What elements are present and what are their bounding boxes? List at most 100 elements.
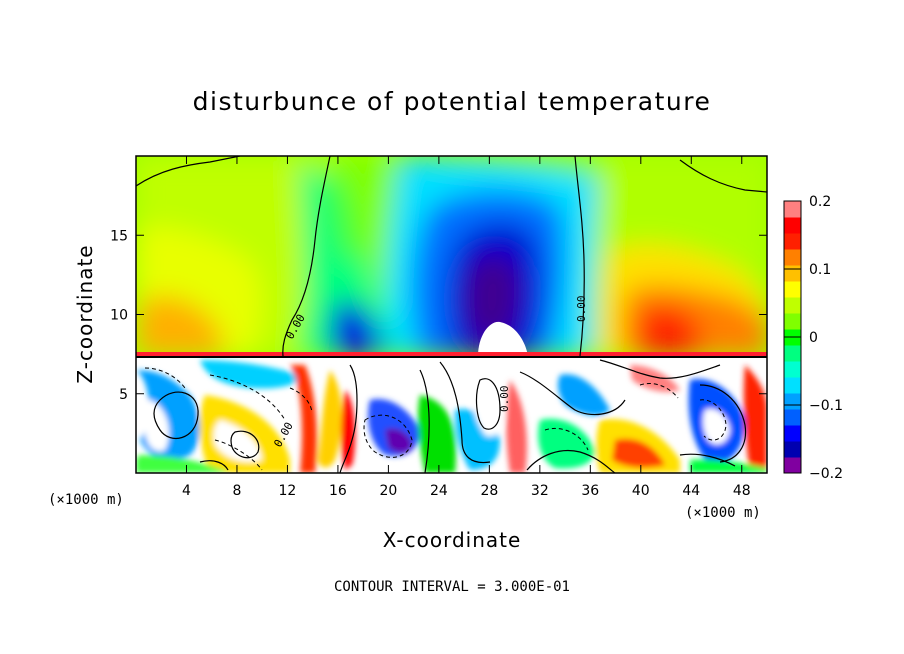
x-tick-label: 12	[279, 483, 297, 499]
colorbar-swatch	[784, 345, 801, 362]
interface-contour	[136, 356, 767, 358]
colorbar-swatch	[784, 377, 801, 394]
contour-line	[439, 361, 491, 464]
contour-line	[544, 427, 589, 451]
lower-green-bottom-left	[136, 455, 230, 473]
contour-line	[230, 430, 260, 459]
upper-green-band	[325, 170, 360, 260]
contour-line	[153, 391, 199, 439]
colorbar-swatch	[784, 297, 801, 314]
x-tick-label: 24	[430, 483, 448, 499]
y-axis-title: Z-coordinate	[73, 244, 97, 383]
x-tick-label: 36	[581, 483, 599, 499]
colorbar-swatch	[784, 313, 801, 330]
colorbar-swatch	[784, 233, 801, 250]
contour-line	[214, 439, 263, 471]
lower-red-right	[743, 365, 767, 473]
colorbar-tick-label: −0.1	[809, 398, 843, 414]
colorbar-swatch	[784, 393, 801, 410]
lower-pink-stripe	[506, 380, 527, 473]
y-tick-label: 15	[110, 228, 128, 244]
contour-line	[209, 374, 286, 421]
upper-purple	[465, 255, 520, 340]
colorbar-frame	[783, 200, 802, 474]
lower-green-2	[538, 418, 595, 469]
lower-yellow-stripe	[318, 370, 342, 468]
lower-red-stripe-1	[290, 365, 317, 473]
contour-line	[599, 359, 721, 379]
x-tick-label: 20	[379, 483, 397, 499]
contour-line	[475, 378, 501, 430]
x-tick-label: 8	[232, 483, 241, 499]
contour-line	[289, 387, 313, 413]
upper-right-red	[637, 306, 700, 356]
contour-line	[679, 159, 767, 193]
colorbar-tick-label: −0.2	[809, 466, 843, 482]
lower-white-4	[703, 408, 730, 445]
lower-white-3	[470, 378, 505, 437]
colorbar-swatch	[784, 249, 801, 266]
contour-interval-note: CONTOUR INTERVAL = 3.000E-01	[334, 579, 570, 595]
colorbar-swatch	[784, 201, 801, 218]
contour-label: 0.00	[575, 296, 588, 323]
y-tick-label: 5	[119, 387, 128, 403]
colorbar-swatch	[784, 425, 801, 442]
colorbar-swatch	[784, 409, 801, 426]
colorbar-tick-label: 0.1	[809, 262, 831, 278]
x-unit-label-right: (×1000 m)	[685, 505, 761, 521]
x-tick-label: 40	[632, 483, 650, 499]
lower-white-2	[213, 420, 262, 462]
contour-line	[363, 414, 413, 458]
colorbar-swatch	[784, 361, 801, 378]
chart-title: disturbunce of potential temperature	[193, 87, 712, 116]
lower-blue-3	[557, 374, 610, 416]
x-axis: 4 8 12 16 20 24 28 32 36 40 44 48	[182, 156, 751, 499]
contour-lines-negative	[144, 367, 727, 471]
colorbar-tick-label: 0.2	[809, 194, 831, 210]
x-unit-label-left: (×1000 m)	[48, 492, 124, 508]
contour-line	[679, 453, 736, 467]
x-tick-label: 32	[531, 483, 549, 499]
contour-lines	[136, 156, 767, 473]
y-tick-label: 10	[110, 308, 128, 324]
upper-left-orange	[136, 296, 225, 356]
contour-line	[639, 383, 679, 399]
upper-field	[136, 156, 767, 356]
contour-line	[136, 156, 241, 187]
colorbar-swatch	[784, 281, 801, 298]
x-tick-label: 44	[682, 483, 700, 499]
contour-label: 0.00	[498, 386, 511, 413]
contour-line	[519, 371, 626, 416]
lower-green-bottom-right	[690, 459, 767, 473]
contour-line	[699, 399, 727, 441]
contour-line	[144, 367, 186, 389]
contour-line	[699, 384, 747, 463]
lower-purple-1	[385, 428, 412, 453]
y-axis: 5 10 15	[110, 228, 767, 403]
upper-darkblue-left	[330, 300, 385, 356]
colorbar-swatch	[784, 217, 801, 234]
contour-line	[199, 460, 229, 471]
contour-line	[339, 364, 358, 473]
colorbar-swatch	[784, 441, 801, 458]
lower-cyan-band	[200, 360, 300, 389]
colorbar-swatch	[784, 457, 801, 474]
x-axis-title: X-coordinate	[383, 528, 522, 552]
x-tick-label: 4	[182, 483, 191, 499]
contour-line	[574, 156, 585, 357]
lower-pink-1	[630, 365, 680, 392]
lower-field	[136, 352, 767, 473]
lower-orange-1	[612, 438, 665, 468]
contour-line	[419, 369, 430, 473]
colorbar: 0.2 0.1 0 −0.1 −0.2	[784, 194, 843, 482]
x-tick-label: 16	[329, 483, 347, 499]
x-tick-label: 48	[733, 483, 751, 499]
colorbar-tick-label: 0	[809, 330, 818, 346]
lower-red-stripe-2	[341, 390, 356, 470]
contour-line	[526, 449, 616, 473]
contour-line	[282, 156, 331, 357]
plot-area: 0.00 0.00 0.00 0.00	[136, 156, 767, 473]
interface-red-band	[136, 352, 767, 358]
upper-white-blob	[478, 321, 528, 356]
